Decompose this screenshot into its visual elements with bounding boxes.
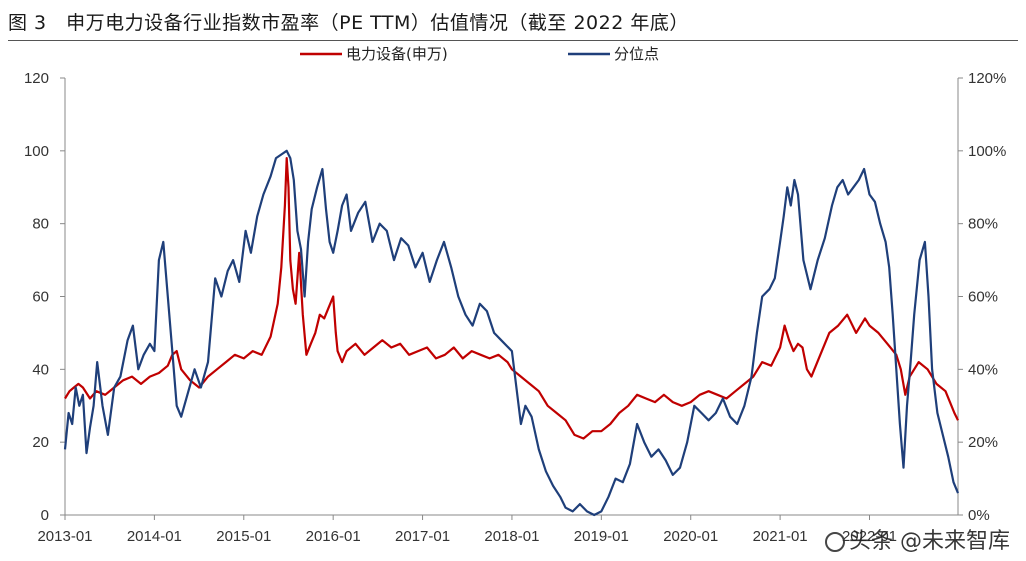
x-tick-label: 2013-01	[37, 528, 92, 545]
watermark: 头条 @未来智库	[825, 523, 1010, 555]
x-tick-label: 2015-01	[216, 528, 271, 545]
legend-label: 电力设备(申万)	[346, 45, 448, 63]
chart-title: 图 3 申万电力设备行业指数市盈率（PE TTM）估值情况（截至 2022 年底…	[8, 12, 689, 34]
y-left-tick-label: 120	[24, 70, 49, 87]
y-right-tick-label: 0%	[968, 507, 990, 524]
legend-label: 分位点	[614, 45, 659, 63]
y-right-tick-label: 40%	[968, 361, 998, 378]
x-tick-label: 2022-01	[842, 528, 897, 545]
y-left-tick-label: 80	[32, 216, 49, 233]
y-right-tick-label: 80%	[968, 216, 998, 233]
x-tick-label: 2014-01	[127, 528, 182, 545]
title-underline	[8, 40, 1018, 41]
watermark-icon	[825, 532, 845, 552]
percentile-series-line	[63, 149, 960, 517]
x-tick-label: 2017-01	[395, 528, 450, 545]
y-left-tick-label: 100	[24, 143, 49, 160]
x-tick-label: 2016-01	[306, 528, 361, 545]
y-left-tick-label: 60	[32, 289, 49, 306]
y-right-tick-label: 20%	[968, 434, 998, 451]
y-right-tick-label: 100%	[968, 143, 1006, 160]
y-left-tick-label: 0	[41, 507, 49, 524]
watermark-text: 头条 @未来智库	[849, 529, 1010, 554]
x-tick-label: 2018-01	[484, 528, 539, 545]
y-left-tick-label: 40	[32, 361, 49, 378]
y-right-tick-label: 60%	[968, 289, 998, 306]
pe-series-line	[64, 157, 959, 440]
x-tick-label: 2020-01	[663, 528, 718, 545]
x-tick-label: 2019-01	[574, 528, 629, 545]
y-right-tick-label: 120%	[968, 70, 1006, 87]
x-tick-label: 2021-01	[753, 528, 808, 545]
y-left-tick-label: 20	[32, 434, 49, 451]
